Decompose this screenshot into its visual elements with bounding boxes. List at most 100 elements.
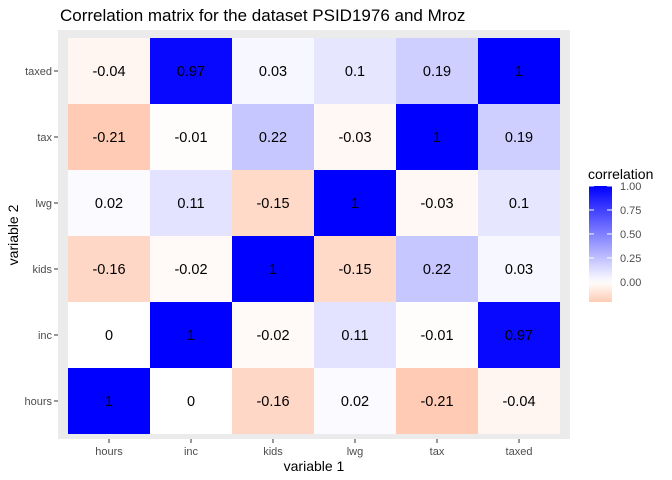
heatmap-cell-lwg-hours — [314, 368, 396, 434]
cell-label-kids-inc: -0.02 — [256, 328, 289, 344]
heatmap-cell-kids-taxed — [232, 38, 314, 104]
cell-label-tax-hours: -0.21 — [420, 394, 453, 410]
x-tick-label-tax: tax — [430, 446, 445, 458]
cell-label-taxed-lwg: 0.1 — [509, 196, 529, 212]
cell-label-hours-hours: 1 — [105, 394, 113, 410]
cell-label-kids-lwg: -0.15 — [256, 196, 289, 212]
cell-label-tax-kids: 0.22 — [423, 262, 451, 278]
y-axis-title: variable 2 — [5, 204, 21, 265]
heatmap-cell-hours-kids — [68, 236, 150, 302]
heatmap-cell-tax-lwg — [396, 170, 478, 236]
cell-label-hours-kids: -0.16 — [92, 262, 125, 278]
cell-label-lwg-inc: 0.11 — [341, 328, 368, 344]
cell-label-inc-tax: -0.01 — [174, 130, 207, 146]
cell-label-tax-inc: -0.01 — [420, 328, 453, 344]
cell-label-lwg-taxed: 0.1 — [345, 64, 365, 80]
heatmap-cell-hours-inc — [68, 302, 150, 368]
legend-title: correlation — [588, 166, 653, 182]
cell-label-lwg-kids: -0.15 — [338, 262, 371, 278]
legend-tick-label: 0.75 — [620, 205, 641, 217]
heatmap-cell-kids-inc — [232, 302, 314, 368]
heatmap-cell-taxed-inc — [478, 302, 560, 368]
legend-tick-label: 0.00 — [620, 277, 641, 289]
heatmap-cell-lwg-tax — [314, 104, 396, 170]
heatmap-cell-inc-inc — [150, 302, 232, 368]
cell-label-kids-hours: -0.16 — [256, 394, 289, 410]
cell-label-tax-lwg: -0.03 — [420, 196, 453, 212]
x-axis-title: variable 1 — [284, 458, 345, 474]
heatmap-cell-hours-taxed — [68, 38, 150, 104]
cell-label-lwg-tax: -0.03 — [338, 130, 371, 146]
legend-ticks: 1.00 0.75 0.50 0.25 0.00 — [589, 181, 641, 289]
heatmap-cell-inc-lwg — [150, 170, 232, 236]
heatmap-cell-lwg-inc — [314, 302, 396, 368]
heatmap-cell-kids-tax — [232, 104, 314, 170]
x-tick-label-inc: inc — [184, 446, 199, 458]
cell-label-lwg-hours: 0.02 — [341, 394, 369, 410]
heatmap-cell-inc-hours — [150, 368, 232, 434]
cell-label-inc-inc: 1 — [187, 328, 195, 344]
heatmap-cell-tax-tax — [396, 104, 478, 170]
cell-label-inc-taxed: 0.97 — [177, 64, 205, 80]
cell-label-kids-kids: 1 — [269, 262, 277, 278]
cell-label-hours-tax: -0.21 — [92, 130, 125, 146]
heatmap-cell-hours-lwg — [68, 170, 150, 236]
cell-label-taxed-hours: -0.04 — [502, 394, 535, 410]
heatmap-cell-taxed-hours — [478, 368, 560, 434]
y-tick-label-tax: tax — [37, 132, 52, 144]
color-legend: correlation 1.00 0.75 0.50 0.25 0.00 — [588, 166, 653, 302]
chart-title: Correlation matrix for the dataset PSID1… — [60, 6, 465, 25]
cell-label-tax-tax: 1 — [433, 130, 441, 146]
y-tick-label-taxed: taxed — [25, 66, 52, 78]
cell-label-hours-taxed: -0.04 — [92, 64, 125, 80]
y-tick-label-hours: hours — [24, 396, 52, 408]
heatmap-cell-kids-kids — [232, 236, 314, 302]
heatmap-cell-taxed-kids — [478, 236, 560, 302]
cell-label-hours-inc: 0 — [105, 328, 113, 344]
heatmap-cell-tax-hours — [396, 368, 478, 434]
heatmap-cell-hours-tax — [68, 104, 150, 170]
y-tick-label-inc: inc — [38, 330, 53, 342]
heatmap-cell-taxed-tax — [478, 104, 560, 170]
cell-label-inc-kids: -0.02 — [174, 262, 207, 278]
cell-label-tax-taxed: 0.19 — [423, 64, 451, 80]
cell-label-taxed-inc: 0.97 — [505, 328, 533, 344]
cell-label-taxed-tax: 0.19 — [505, 130, 533, 146]
heatmap-cell-kids-lwg — [232, 170, 314, 236]
heatmap-cell-inc-tax — [150, 104, 232, 170]
cell-label-inc-lwg: 0.11 — [177, 196, 204, 212]
heatmap-cell-lwg-kids — [314, 236, 396, 302]
legend-tick-label: 0.25 — [620, 253, 641, 265]
heatmap-cell-tax-inc — [396, 302, 478, 368]
y-axis-ticks: taxed tax lwg kids inc hours — [24, 66, 58, 408]
heatmap-cell-hours-hours — [68, 368, 150, 434]
legend-tick-label: 1.00 — [620, 181, 641, 193]
heatmap-cell-kids-hours — [232, 368, 314, 434]
x-tick-label-lwg: lwg — [347, 446, 364, 458]
heatmap-cell-tax-taxed — [396, 38, 478, 104]
cell-label-inc-hours: 0 — [187, 394, 195, 410]
heatmap-cell-taxed-lwg — [478, 170, 560, 236]
x-tick-label-taxed: taxed — [506, 446, 533, 458]
heatmap-cell-inc-kids — [150, 236, 232, 302]
y-tick-label-kids: kids — [32, 264, 52, 276]
y-tick-label-lwg: lwg — [35, 198, 52, 210]
cell-label-kids-taxed: 0.03 — [259, 64, 287, 80]
heatmap-cell-taxed-taxed — [478, 38, 560, 104]
heatmap-cells: -0.04 0.97 0.03 0.1 0.19 1 -0.21 -0.01 0.22 -0.03… — [68, 38, 560, 434]
heatmap-cell-lwg-lwg — [314, 170, 396, 236]
cell-label-taxed-taxed: 1 — [515, 64, 523, 80]
heatmap-cell-tax-kids — [396, 236, 478, 302]
x-tick-label-hours: hours — [95, 446, 123, 458]
cell-label-lwg-lwg: 1 — [351, 196, 359, 212]
cell-label-hours-lwg: 0.02 — [95, 196, 123, 212]
legend-tick-label: 0.50 — [620, 229, 641, 241]
cell-label-kids-tax: 0.22 — [259, 130, 287, 146]
cell-label-taxed-kids: 0.03 — [505, 262, 533, 278]
heatmap-cell-lwg-taxed — [314, 38, 396, 104]
heatmap-cell-inc-taxed — [150, 38, 232, 104]
legend-colorbar — [589, 186, 612, 302]
x-axis-ticks: hours inc kids lwg tax taxed — [95, 439, 532, 458]
x-tick-label-kids: kids — [263, 446, 283, 458]
